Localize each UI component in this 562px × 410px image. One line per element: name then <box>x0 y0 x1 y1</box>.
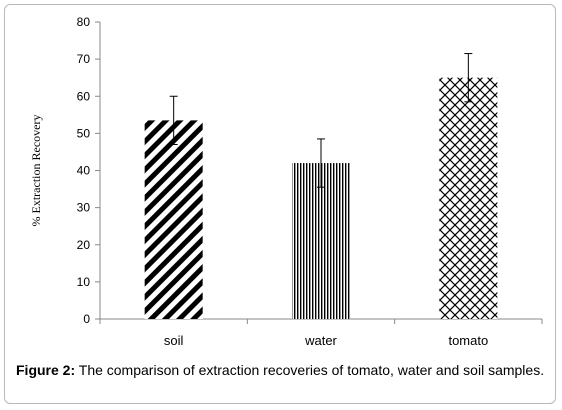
x-tick-label: soil <box>164 333 184 348</box>
y-tick-label: 70 <box>77 52 91 66</box>
caption-text: The comparison of extraction recoveries … <box>75 362 545 378</box>
bar-soil <box>144 120 203 319</box>
y-axis-title: % Extraction Recovery <box>29 115 43 227</box>
y-tick-label: 10 <box>77 275 91 289</box>
bar-tomato <box>439 77 498 319</box>
bars <box>144 77 498 319</box>
y-tick-label: 50 <box>77 126 91 140</box>
y-tick-label: 30 <box>77 201 91 215</box>
y-tick-label: 60 <box>77 89 91 103</box>
x-tick-label: tomato <box>448 333 488 348</box>
axis-labels: 0 10 20 30 40 50 60 70 80 soil water tomato % Extrac… <box>29 15 488 348</box>
y-tick-label: 40 <box>77 164 91 178</box>
y-tick-label: 20 <box>77 238 91 252</box>
figure-caption: Figure 2: The comparison of extraction r… <box>16 362 546 379</box>
error-bars <box>169 53 473 188</box>
y-tick-label: 0 <box>83 312 90 326</box>
caption-label: Figure 2: <box>16 362 76 378</box>
bar-water <box>292 163 350 319</box>
x-tick-label: water <box>304 333 337 348</box>
bar-chart: 0 10 20 30 40 50 60 70 80 soil water tomato % Extrac… <box>29 15 543 348</box>
y-tick-label: 80 <box>77 15 91 29</box>
